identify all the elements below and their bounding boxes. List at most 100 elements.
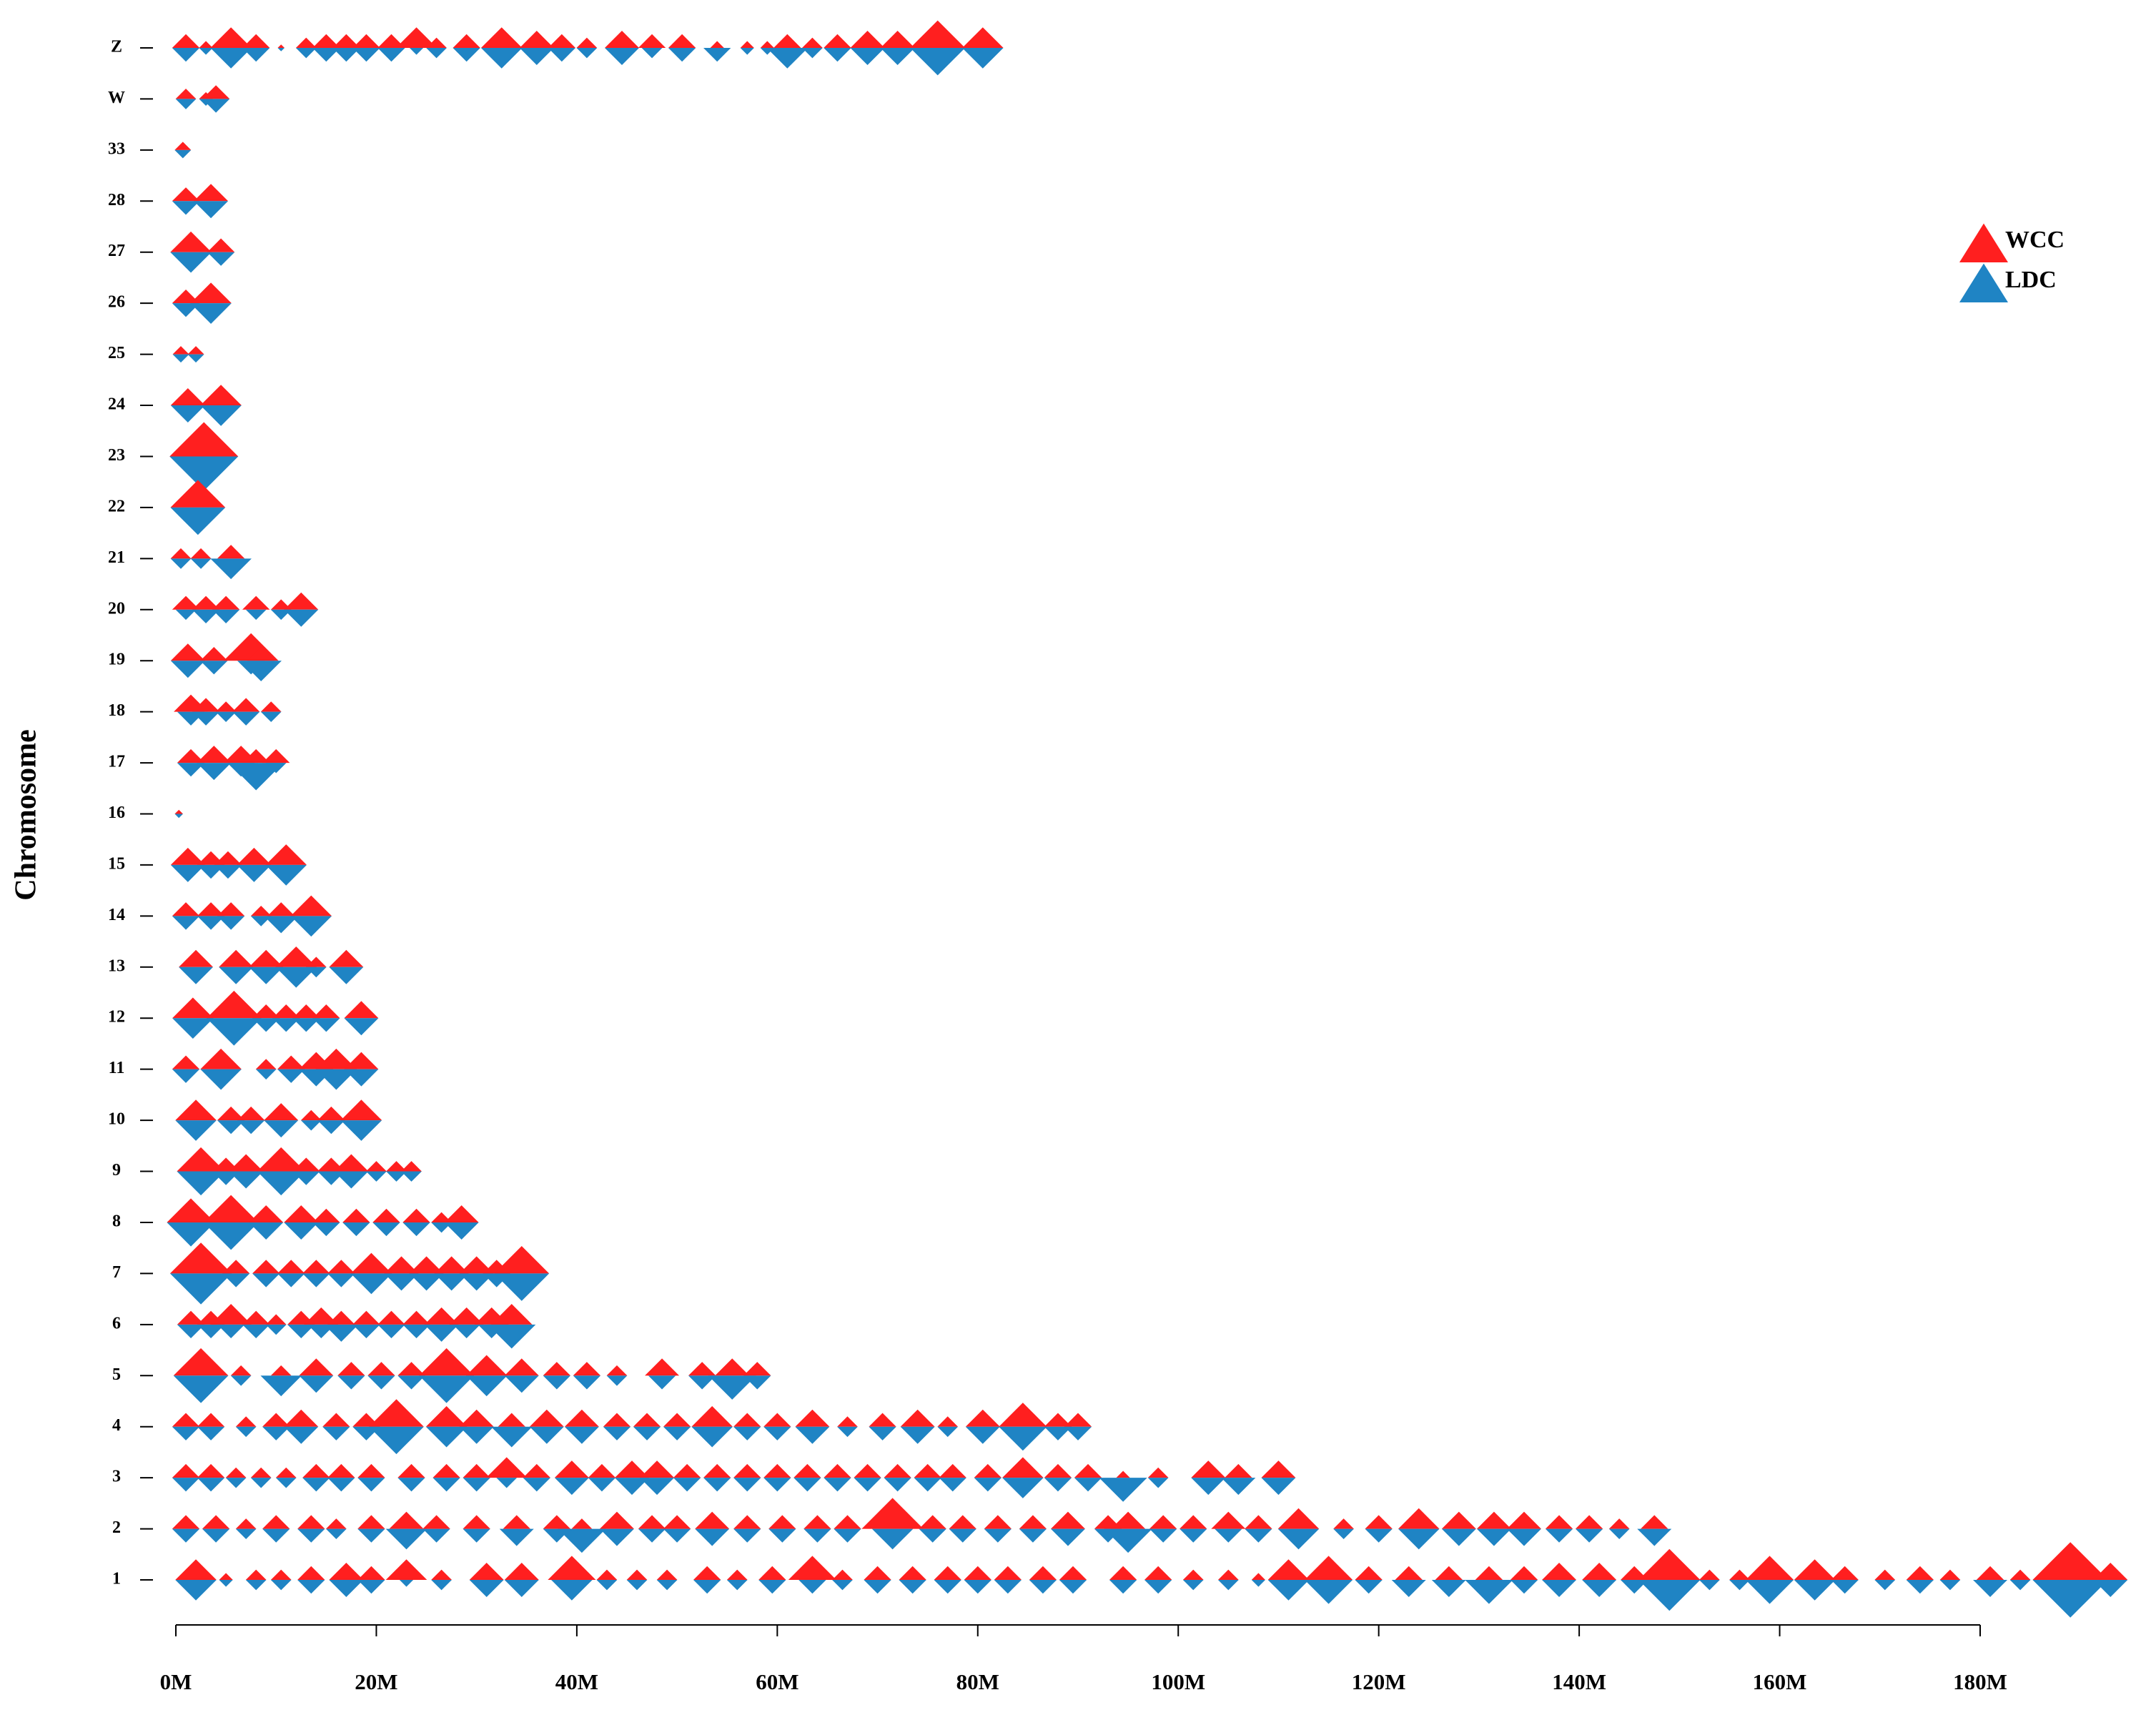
ldc-triangle	[315, 1069, 357, 1090]
wcc-triangle	[503, 1515, 530, 1529]
ldc-triangle	[342, 1222, 370, 1237]
wcc-triangle	[202, 85, 230, 99]
legend-label: LDC	[2005, 267, 2057, 293]
wcc-triangle	[197, 902, 225, 916]
wcc-triangle	[1475, 1566, 1503, 1580]
wcc-triangle	[688, 1362, 716, 1376]
wcc-triangle	[1225, 1463, 1252, 1478]
wcc-triangle	[217, 545, 245, 559]
ldc-triangle	[270, 1580, 292, 1591]
ldc-triangle	[1638, 1580, 1701, 1611]
ldc-triangle	[190, 303, 232, 324]
row-label: 8	[112, 1212, 121, 1230]
wcc-triangle	[200, 1048, 242, 1069]
wcc-triangle	[668, 34, 696, 48]
wcc-triangle	[277, 1260, 305, 1274]
ldc-triangle	[172, 916, 200, 930]
wcc-triangle	[302, 1260, 330, 1274]
row-label: 15	[108, 854, 125, 873]
wcc-triangle	[760, 41, 774, 48]
wcc-triangle	[1794, 1559, 1836, 1580]
wcc-triangle	[172, 902, 200, 916]
wcc-triangle	[270, 599, 292, 610]
ldc-triangle	[200, 405, 242, 426]
wcc-triangle	[656, 1569, 678, 1580]
ldc-triangle	[1575, 1528, 1603, 1543]
wcc-triangle	[523, 1463, 550, 1478]
wcc-triangle	[1029, 1566, 1057, 1580]
ldc-triangle	[626, 1580, 648, 1591]
wcc-triangle	[1277, 1508, 1320, 1529]
wcc-triangle	[1365, 1515, 1393, 1529]
wcc-triangle	[372, 1208, 400, 1222]
ldc-triangle	[329, 1580, 364, 1597]
ldc-triangle	[576, 48, 598, 59]
wcc-triangle	[463, 1515, 490, 1529]
ldc-triangle	[260, 711, 282, 723]
wcc-triangle	[832, 1569, 853, 1580]
row-label: 21	[108, 548, 125, 567]
ldc-triangle	[350, 1273, 392, 1295]
ldc-triangle	[175, 1120, 217, 1141]
ldc-triangle	[615, 1478, 650, 1496]
ldc-triangle	[172, 1018, 214, 1039]
ldc-triangle	[1277, 1528, 1320, 1550]
wcc-triangle	[788, 1556, 837, 1580]
wcc-triangle	[1180, 1515, 1207, 1529]
ldc-triangle	[919, 1528, 946, 1543]
ldc-triangle	[424, 1324, 459, 1342]
wcc-triangle	[210, 27, 252, 48]
wcc-triangle	[357, 1515, 385, 1529]
ldc-triangle	[352, 48, 380, 62]
ldc-triangle	[1149, 1528, 1177, 1543]
ldc-triangle	[1144, 1580, 1172, 1594]
legend-label: WCC	[2005, 227, 2064, 253]
wcc-triangle	[200, 647, 228, 661]
wcc-triangle	[334, 1154, 369, 1172]
wcc-triangle	[402, 1310, 430, 1325]
ldc-triangle	[172, 1478, 200, 1492]
ldc-triangle	[232, 711, 260, 726]
wcc-triangle	[432, 1463, 460, 1478]
wcc-triangle	[357, 1463, 385, 1478]
wcc-triangle	[210, 1304, 252, 1325]
wcc-triangle	[207, 238, 235, 252]
wcc-triangle	[740, 41, 754, 48]
wcc-triangle	[850, 31, 885, 48]
wcc-triangle	[519, 31, 554, 48]
wcc-triangle	[588, 1463, 616, 1478]
x-tick-label: 160M	[1753, 1669, 1807, 1694]
row-label: 16	[108, 804, 125, 822]
row-label: 13	[108, 957, 125, 975]
ldc-triangle	[249, 1222, 284, 1240]
ldc-triangle	[656, 1580, 678, 1591]
ldc-triangle	[733, 1426, 761, 1440]
wcc-triangle	[172, 1515, 200, 1529]
wcc-triangle	[1002, 1457, 1044, 1478]
wcc-triangle	[217, 1106, 245, 1121]
ldc-triangle	[357, 1528, 385, 1543]
ldc-triangle	[573, 1375, 601, 1390]
ldc-triangle	[834, 1528, 861, 1543]
ldc-triangle	[265, 763, 287, 774]
ldc-triangle	[431, 1580, 452, 1591]
ldc-triangle	[596, 1580, 618, 1591]
wcc-triangle	[626, 1569, 648, 1580]
ldc-triangle	[199, 48, 213, 55]
ldc-triangle	[175, 1580, 217, 1601]
wcc-triangle	[571, 1518, 593, 1529]
ldc-triangle	[519, 48, 554, 65]
wcc-triangle	[232, 698, 260, 712]
ldc-triangle	[733, 1478, 761, 1492]
ldc-triangle	[300, 1120, 322, 1131]
row-label: 20	[108, 599, 125, 618]
ldc-triangle	[175, 609, 197, 621]
wcc-triangle	[1729, 1569, 1750, 1580]
wcc-triangle	[272, 1004, 300, 1019]
wcc-triangle	[1267, 1559, 1310, 1580]
wcc-triangle	[999, 1403, 1047, 1427]
wcc-triangle	[270, 1365, 292, 1376]
ldc-triangle	[453, 48, 480, 62]
ldc-triangle	[295, 48, 317, 59]
wcc-triangle	[397, 1463, 425, 1478]
